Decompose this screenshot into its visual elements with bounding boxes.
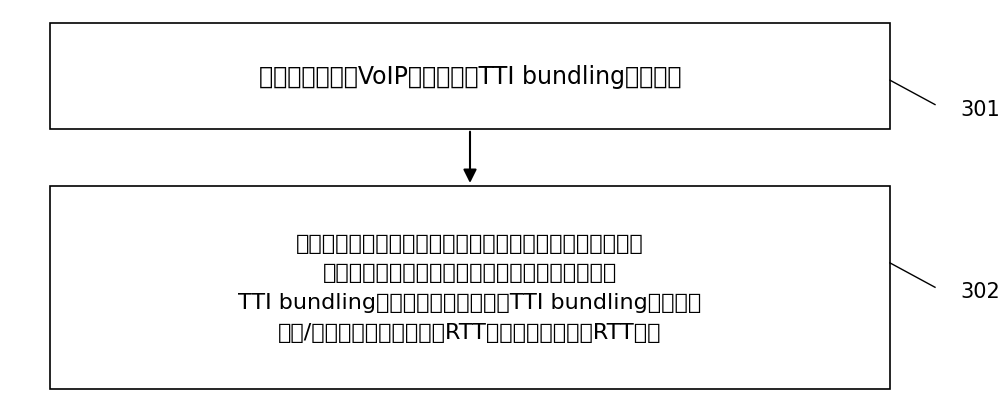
Text: 初传或重传上行VoIP业务的采用TTI bundling的数据包: 初传或重传上行VoIP业务的采用TTI bundling的数据包 bbox=[259, 65, 681, 89]
Text: 当接收到该数据包的重传指示时，重传该数据包，其中，在
保证传输的数据不碰撞的情况下，初传的数据包的
TTI bundling的大小和重传数据包的TTI bund: 当接收到该数据包的重传指示时，重传该数据包，其中，在 保证传输的数据不碰撞的情况… bbox=[238, 233, 702, 342]
FancyBboxPatch shape bbox=[50, 24, 890, 130]
Text: 302: 302 bbox=[960, 281, 1000, 302]
Text: 301: 301 bbox=[960, 99, 1000, 119]
FancyBboxPatch shape bbox=[50, 186, 890, 389]
